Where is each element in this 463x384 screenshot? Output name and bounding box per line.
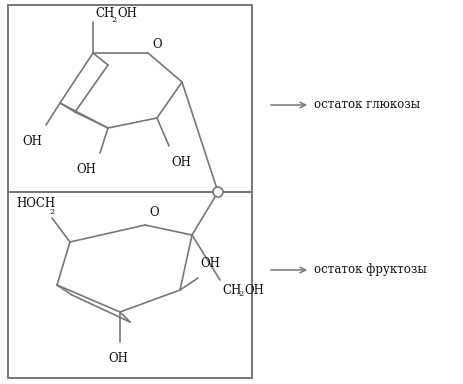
Bar xyxy=(8,192,252,378)
Text: HOCH: HOCH xyxy=(16,197,55,210)
Text: остаток глюкозы: остаток глюкозы xyxy=(314,99,420,111)
Text: CH: CH xyxy=(95,7,114,20)
Text: CH: CH xyxy=(222,284,241,297)
Text: OH: OH xyxy=(22,135,42,148)
Text: 2: 2 xyxy=(238,290,243,298)
Circle shape xyxy=(213,187,223,197)
Bar xyxy=(8,5,252,192)
Text: O: O xyxy=(149,206,159,219)
Text: OH: OH xyxy=(117,7,137,20)
Text: OH: OH xyxy=(76,163,96,176)
Text: OH: OH xyxy=(200,257,220,270)
Text: 2: 2 xyxy=(111,16,116,24)
Text: OH: OH xyxy=(171,156,191,169)
Text: 2: 2 xyxy=(49,208,54,216)
Text: O: O xyxy=(152,38,162,51)
Text: остаток фруктозы: остаток фруктозы xyxy=(314,263,427,276)
Text: OH: OH xyxy=(108,352,128,365)
Text: OH: OH xyxy=(244,284,264,297)
